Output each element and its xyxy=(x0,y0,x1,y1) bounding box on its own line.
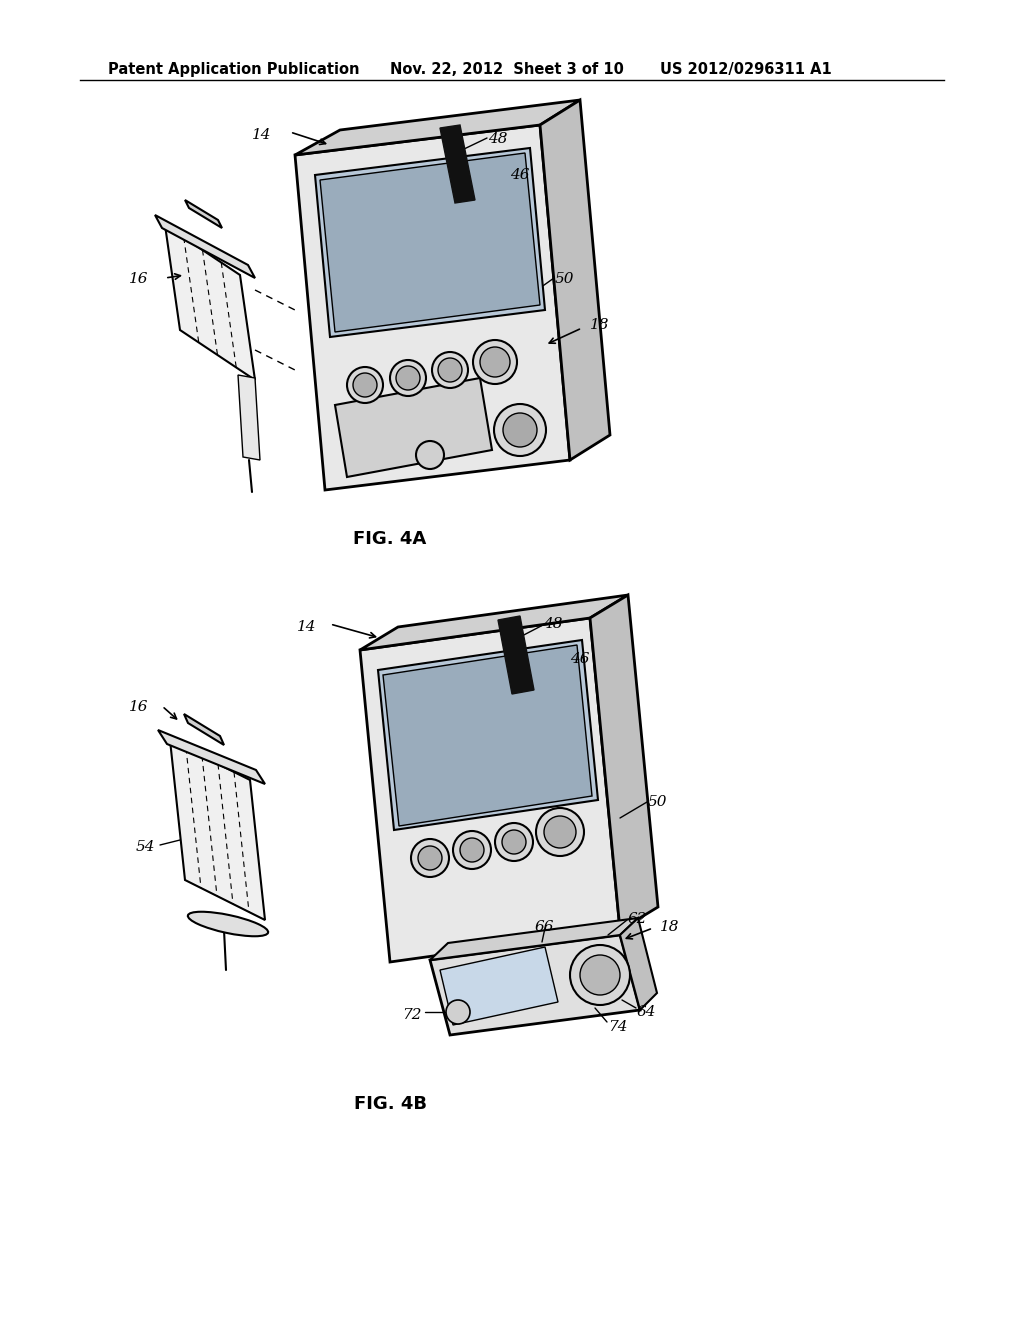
Circle shape xyxy=(353,374,377,397)
Polygon shape xyxy=(378,640,598,830)
Polygon shape xyxy=(165,224,255,380)
Text: 18: 18 xyxy=(660,920,680,935)
Polygon shape xyxy=(170,741,265,920)
Circle shape xyxy=(453,832,490,869)
Text: 46: 46 xyxy=(570,652,590,667)
Text: 50: 50 xyxy=(555,272,574,286)
Text: 46: 46 xyxy=(510,168,529,182)
Polygon shape xyxy=(319,153,540,333)
Circle shape xyxy=(473,341,517,384)
Polygon shape xyxy=(315,148,545,337)
Text: 48: 48 xyxy=(488,132,508,147)
Text: 16: 16 xyxy=(128,700,148,714)
Polygon shape xyxy=(383,645,592,826)
Text: 66: 66 xyxy=(535,920,555,935)
Circle shape xyxy=(418,846,442,870)
Polygon shape xyxy=(498,616,534,694)
Text: 72: 72 xyxy=(402,1008,422,1022)
Circle shape xyxy=(411,840,449,876)
Text: 18: 18 xyxy=(590,318,609,333)
Polygon shape xyxy=(620,917,657,1010)
Text: 62: 62 xyxy=(628,912,647,927)
Circle shape xyxy=(502,830,526,854)
Circle shape xyxy=(544,816,575,847)
Circle shape xyxy=(480,347,510,378)
Text: Nov. 22, 2012  Sheet 3 of 10: Nov. 22, 2012 Sheet 3 of 10 xyxy=(390,62,624,77)
Polygon shape xyxy=(185,201,222,228)
Polygon shape xyxy=(335,378,492,477)
Circle shape xyxy=(446,1001,470,1024)
Polygon shape xyxy=(440,946,558,1026)
Text: 64: 64 xyxy=(637,1005,656,1019)
Circle shape xyxy=(570,945,630,1005)
Text: 16: 16 xyxy=(128,272,148,286)
Circle shape xyxy=(503,413,537,447)
Circle shape xyxy=(495,822,534,861)
Polygon shape xyxy=(158,730,265,784)
Polygon shape xyxy=(540,100,610,459)
Polygon shape xyxy=(590,595,658,931)
Polygon shape xyxy=(360,618,620,962)
Text: 14: 14 xyxy=(252,128,271,143)
Circle shape xyxy=(390,360,426,396)
Text: US 2012/0296311 A1: US 2012/0296311 A1 xyxy=(660,62,831,77)
Circle shape xyxy=(460,838,484,862)
Polygon shape xyxy=(360,595,628,649)
Circle shape xyxy=(396,366,420,389)
Text: Patent Application Publication: Patent Application Publication xyxy=(108,62,359,77)
Polygon shape xyxy=(295,125,570,490)
Polygon shape xyxy=(295,100,580,154)
Circle shape xyxy=(438,358,462,381)
Text: FIG. 4A: FIG. 4A xyxy=(353,531,427,548)
Circle shape xyxy=(494,404,546,455)
Text: 54: 54 xyxy=(135,840,155,854)
Polygon shape xyxy=(430,935,640,1035)
Text: 14: 14 xyxy=(297,620,316,634)
Ellipse shape xyxy=(187,912,268,936)
Circle shape xyxy=(347,367,383,403)
Polygon shape xyxy=(430,917,638,960)
Text: FIG. 4B: FIG. 4B xyxy=(353,1096,427,1113)
Polygon shape xyxy=(155,215,255,279)
Polygon shape xyxy=(238,375,260,459)
Circle shape xyxy=(536,808,584,855)
Text: 48: 48 xyxy=(543,616,562,631)
Polygon shape xyxy=(440,125,475,203)
Circle shape xyxy=(416,441,444,469)
Text: 50: 50 xyxy=(648,795,668,809)
Polygon shape xyxy=(184,714,224,744)
Text: 74: 74 xyxy=(608,1020,628,1034)
Circle shape xyxy=(580,954,620,995)
Circle shape xyxy=(432,352,468,388)
